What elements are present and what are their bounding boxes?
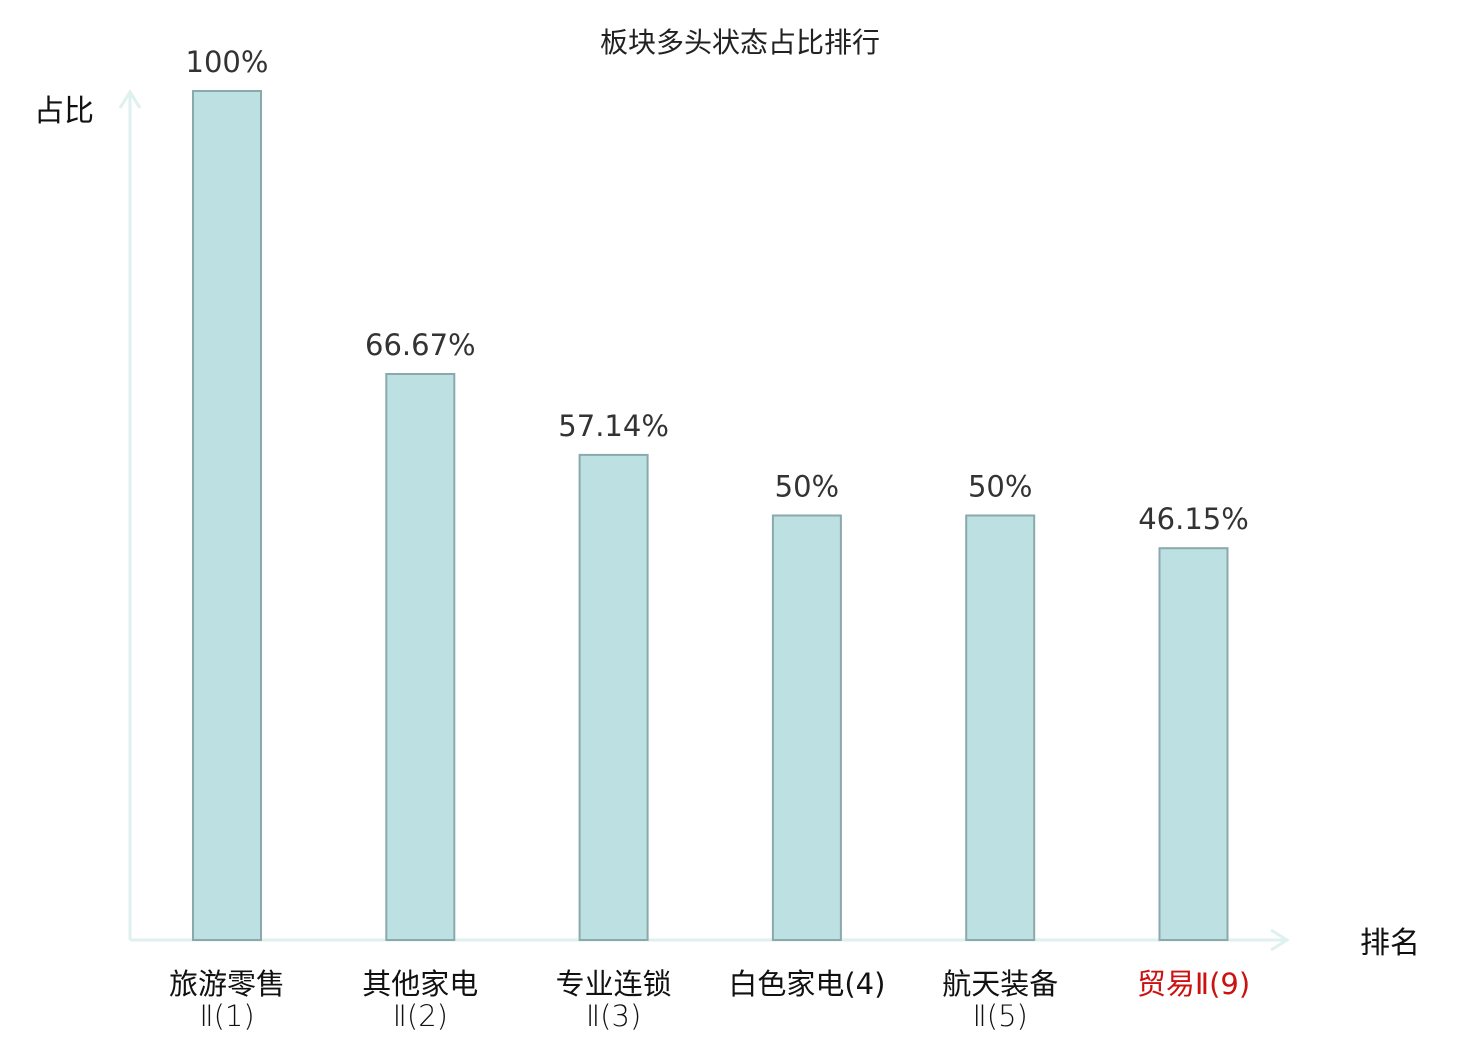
- category-labels: 旅游零售 Ⅱ(1) 其他家电 Ⅱ(2) 专业连锁 Ⅱ(3) 白色家电(4) 航天装备 Ⅱ(5) 贸…: [169, 967, 1250, 1033]
- category-label-line1: 专业连锁: [556, 967, 672, 1001]
- value-label-2: 66.67%: [365, 328, 476, 362]
- y-axis-label: 占比: [34, 94, 94, 129]
- category-label-line1: 旅游零售: [169, 967, 285, 1001]
- bar-4: [771, 514, 842, 941]
- category-label-line1: 贸易Ⅱ(9): [1137, 967, 1250, 1001]
- category-label-2: 其他家电 Ⅱ(2): [362, 967, 478, 1033]
- value-label-3: 57.14%: [558, 409, 669, 443]
- category-label-5: 航天装备 Ⅱ(5): [942, 967, 1058, 1033]
- value-label-5: 50%: [968, 470, 1032, 504]
- x-axis-arrow-icon: [1270, 928, 1290, 952]
- x-axis-label: 排名: [1360, 926, 1420, 961]
- category-label-6: 贸易Ⅱ(9): [1137, 967, 1250, 1001]
- bar-1: [192, 90, 262, 941]
- value-label-4: 50%: [775, 470, 839, 504]
- category-label-line2: Ⅱ(3): [586, 999, 641, 1033]
- category-label-line1: 其他家电: [362, 967, 478, 1001]
- value-label-6: 46.15%: [1138, 502, 1249, 536]
- value-labels: 100% 66.67% 57.14% 50% 50% 46.15%: [186, 45, 1249, 536]
- category-label-1: 旅游零售 Ⅱ(1): [169, 967, 285, 1033]
- chart-title: 板块多头状态占比排行: [600, 26, 880, 59]
- category-label-3: 专业连锁 Ⅱ(3): [556, 967, 672, 1033]
- category-label-line2: Ⅱ(5): [973, 999, 1028, 1033]
- category-label-line1: 白色家电(4): [728, 967, 885, 1001]
- bar-2: [385, 373, 456, 941]
- category-label-line2: Ⅱ(2): [393, 999, 448, 1033]
- bar-3: [578, 453, 649, 941]
- axes: [118, 89, 1290, 952]
- bar-6: [1158, 547, 1229, 941]
- value-label-1: 100%: [186, 45, 269, 79]
- category-label-4: 白色家电(4): [728, 967, 885, 1001]
- category-label-line1: 航天装备: [942, 967, 1058, 1001]
- category-label-line2: Ⅱ(1): [199, 999, 254, 1033]
- bars: [192, 90, 1229, 941]
- y-axis-arrow-icon: [118, 89, 142, 109]
- bar-5: [965, 514, 1036, 941]
